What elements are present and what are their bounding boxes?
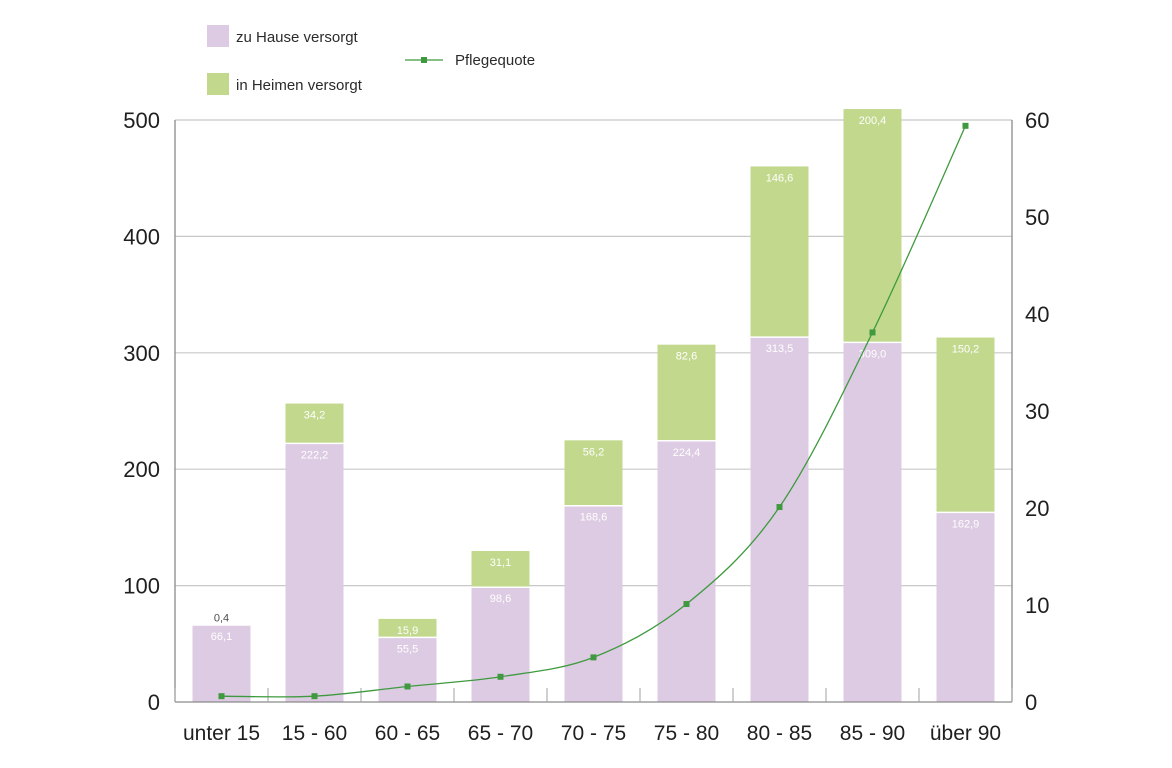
legend: zu Hause versorgt in Heimen versorgt Pfl… xyxy=(207,25,535,95)
data-label-heimen: 56,2 xyxy=(583,446,604,458)
bar-zu-hause xyxy=(936,512,995,702)
bar-heimen xyxy=(285,403,344,444)
legend-label-pflegequote: Pflegequote xyxy=(455,52,535,69)
y-right-tick-label: 40 xyxy=(1025,302,1049,327)
x-category-label: 15 - 60 xyxy=(282,722,347,745)
y-right-tick-label: 20 xyxy=(1025,496,1049,521)
data-label-zu-hause: 55,5 xyxy=(397,643,418,655)
x-category-label: 65 - 70 xyxy=(468,722,533,745)
data-label-zu-hause: 162,9 xyxy=(952,518,980,530)
pflegequote-point xyxy=(404,683,411,690)
bar-heimen xyxy=(657,344,716,441)
data-label-zu-hause: 66,1 xyxy=(211,631,232,643)
bars: 66,1 0,4 222,2 34,2 55,5 15,9 98,6 31,1 168,6 56,… xyxy=(192,109,995,702)
bar-heimen xyxy=(378,618,437,638)
y-left-tick-label: 0 xyxy=(148,690,160,715)
data-label-heimen: 150,2 xyxy=(952,344,980,356)
pflegequote-point xyxy=(218,693,225,700)
data-label-zu-hause: 222,2 xyxy=(301,449,329,461)
data-label-heimen: 15,9 xyxy=(397,625,418,637)
bar-zu-hause xyxy=(378,637,437,702)
bar-heimen xyxy=(936,337,995,513)
axes: 0 100 200 300 400 500 0 10 20 30 40 50 60 unter 15 15 … xyxy=(123,108,1049,745)
y-right-tick-label: 30 xyxy=(1025,399,1049,424)
bar-heimen xyxy=(471,551,530,588)
data-label-heimen: 34,2 xyxy=(304,410,325,422)
y-left-tick-label: 300 xyxy=(123,341,160,366)
pflegequote-point xyxy=(683,601,690,608)
data-label-zu-hause: 224,4 xyxy=(673,447,701,459)
pflegequote-point xyxy=(590,654,597,661)
y-right-tick-label: 60 xyxy=(1025,108,1049,133)
pflegequote-point xyxy=(311,693,318,700)
bar-zu-hause xyxy=(285,443,344,702)
bar-heimen xyxy=(843,109,902,343)
pflegequote-point xyxy=(497,673,504,680)
legend-swatch-heimen xyxy=(207,73,229,95)
y-left-tick-label: 200 xyxy=(123,457,160,482)
bar-zu-hause xyxy=(750,337,809,702)
data-label-heimen: 82,6 xyxy=(676,351,697,363)
pflegequote-point xyxy=(869,329,876,336)
bar-heimen xyxy=(750,166,809,338)
data-label-zu-hause: 168,6 xyxy=(580,512,608,524)
pflegequote-point xyxy=(776,504,783,511)
x-category-label: 85 - 90 xyxy=(840,722,905,745)
y-left-tick-label: 100 xyxy=(123,574,160,599)
y-right-tick-label: 0 xyxy=(1025,690,1037,715)
x-category-label: über 90 xyxy=(930,722,1001,745)
x-category-label: 80 - 85 xyxy=(747,722,812,745)
pflegequote-line xyxy=(218,122,969,700)
data-label-heimen: 146,6 xyxy=(766,172,794,184)
x-category-label: 75 - 80 xyxy=(654,722,719,745)
bar-heimen xyxy=(564,440,623,506)
data-label-zu-hause: 309,0 xyxy=(859,348,887,360)
y-left-tick-label: 500 xyxy=(123,108,160,133)
legend-swatch-zu-hause xyxy=(207,25,229,47)
legend-marker-pflegequote xyxy=(421,57,427,63)
data-label-zu-hause: 98,6 xyxy=(490,593,511,605)
y-right-tick-label: 10 xyxy=(1025,593,1049,618)
y-right-tick-label: 50 xyxy=(1025,205,1049,230)
pflegequote-point xyxy=(962,122,969,129)
bar-zu-hause xyxy=(192,625,251,702)
data-label-zu-hause: 313,5 xyxy=(766,343,794,355)
data-label-heimen: 31,1 xyxy=(490,557,511,569)
data-label-heimen: 200,4 xyxy=(859,115,887,127)
bar-zu-hause xyxy=(843,342,902,702)
data-label-heimen: 0,4 xyxy=(214,613,229,625)
bar-zu-hause xyxy=(564,505,623,702)
bar-zu-hause xyxy=(657,440,716,702)
legend-label-zu-hause: zu Hause versorgt xyxy=(236,29,359,46)
y-left-tick-label: 400 xyxy=(123,224,160,249)
bar-zu-hause xyxy=(471,587,530,702)
legend-label-heimen: in Heimen versorgt xyxy=(236,77,363,94)
x-category-label: 70 - 75 xyxy=(561,722,626,745)
x-category-label: 60 - 65 xyxy=(375,722,440,745)
x-category-label: unter 15 xyxy=(183,722,260,745)
